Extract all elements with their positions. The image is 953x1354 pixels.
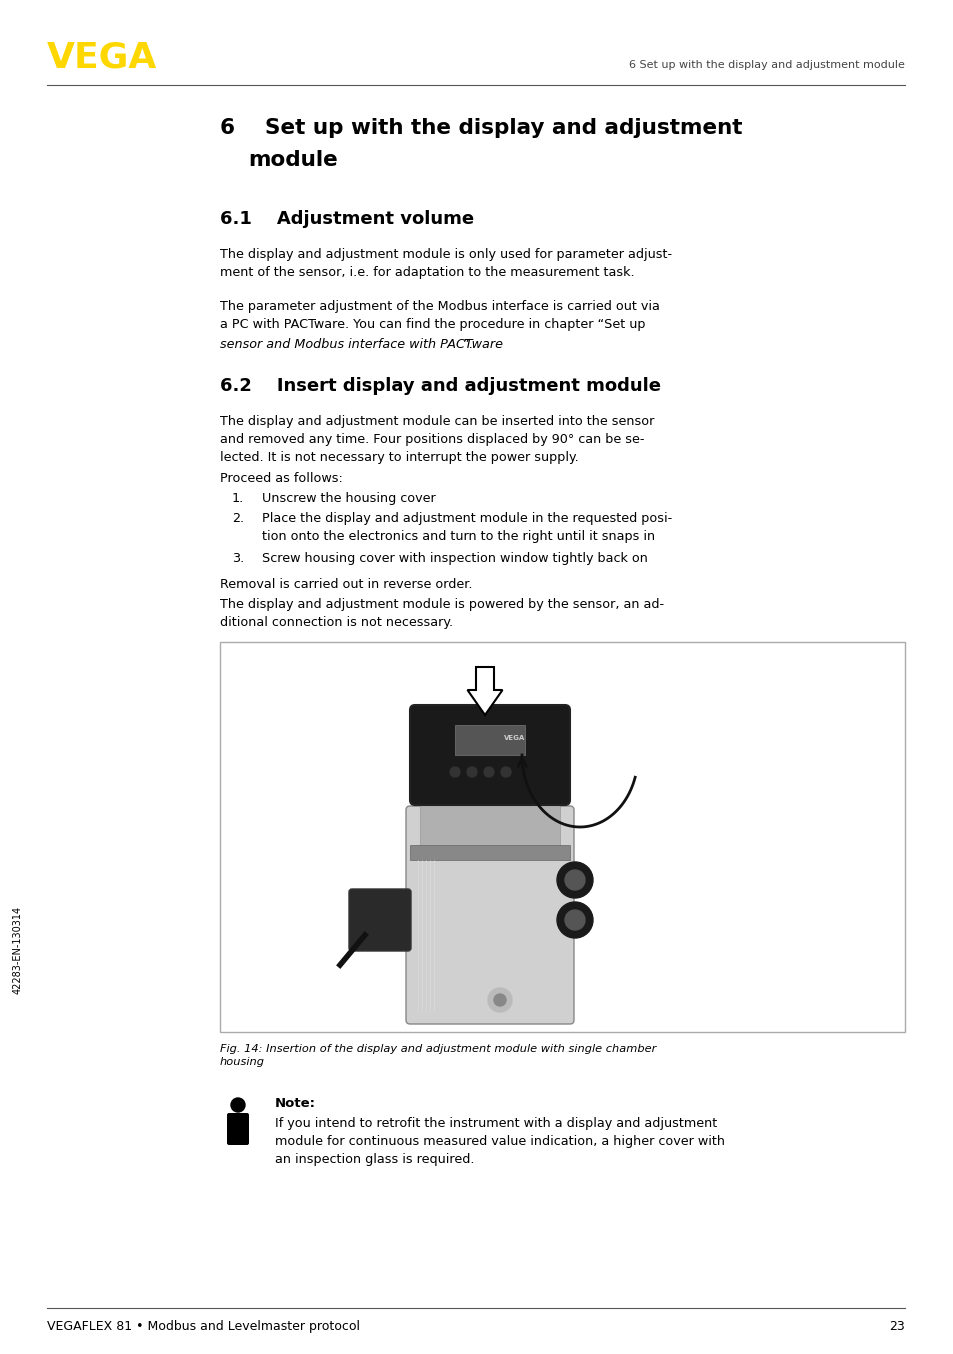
Circle shape [494,994,505,1006]
Circle shape [450,766,459,777]
Text: VEGAFLEX 81 • Modbus and Levelmaster protocol: VEGAFLEX 81 • Modbus and Levelmaster pro… [47,1320,359,1332]
Circle shape [467,766,476,777]
Bar [410,845,569,860]
FancyBboxPatch shape [406,806,574,1024]
Text: 2.: 2. [232,512,244,525]
Text: Place the display and adjustment module in the requested posi-
tion onto the ele: Place the display and adjustment module … [262,512,672,543]
Text: Unscrew the housing cover: Unscrew the housing cover [262,492,436,505]
Text: Screw housing cover with inspection window tightly back on: Screw housing cover with inspection wind… [262,552,647,565]
Text: If you intend to retrofit the instrument with a display and adjustment
module fo: If you intend to retrofit the instrument… [274,1117,724,1166]
Text: The parameter adjustment of the Modbus interface is carried out via
a PC with PA: The parameter adjustment of the Modbus i… [220,301,659,330]
Text: VEGA: VEGA [504,735,525,741]
Circle shape [564,871,584,890]
Bar [419,800,559,850]
Circle shape [500,766,511,777]
Circle shape [557,902,593,938]
Text: ”.: ”. [462,338,474,351]
FancyArrow shape [467,668,502,715]
Bar [220,642,904,1032]
Text: 6.2    Insert display and adjustment module: 6.2 Insert display and adjustment module [220,376,660,395]
Circle shape [564,910,584,930]
Circle shape [231,1098,245,1112]
FancyBboxPatch shape [349,890,411,951]
Text: sensor and Modbus interface with PACTware: sensor and Modbus interface with PACTwar… [220,338,502,351]
Text: 1.: 1. [232,492,244,505]
Circle shape [557,862,593,898]
Circle shape [488,988,512,1011]
Bar [455,724,524,756]
Text: Note:: Note: [274,1097,315,1110]
Text: VEGA: VEGA [47,41,157,74]
Text: 42283-EN-130314: 42283-EN-130314 [13,906,23,994]
Circle shape [483,766,494,777]
Text: The display and adjustment module can be inserted into the sensor
and removed an: The display and adjustment module can be… [220,414,654,464]
FancyBboxPatch shape [227,1113,249,1145]
Text: 6.1    Adjustment volume: 6.1 Adjustment volume [220,210,474,227]
Text: 3.: 3. [232,552,244,565]
Text: 23: 23 [888,1320,904,1332]
Text: Fig. 14: Insertion of the display and adjustment module with single chamber
hous: Fig. 14: Insertion of the display and ad… [220,1044,656,1067]
Text: The display and adjustment module is only used for parameter adjust-
ment of the: The display and adjustment module is onl… [220,248,672,279]
FancyBboxPatch shape [410,705,569,806]
Text: Proceed as follows:: Proceed as follows: [220,473,342,485]
Text: 6 Set up with the display and adjustment module: 6 Set up with the display and adjustment… [628,60,904,70]
Text: module: module [248,150,337,171]
Text: The display and adjustment module is powered by the sensor, an ad-
ditional conn: The display and adjustment module is pow… [220,598,663,630]
Text: 6    Set up with the display and adjustment: 6 Set up with the display and adjustment [220,118,741,138]
Text: Removal is carried out in reverse order.: Removal is carried out in reverse order. [220,578,472,590]
